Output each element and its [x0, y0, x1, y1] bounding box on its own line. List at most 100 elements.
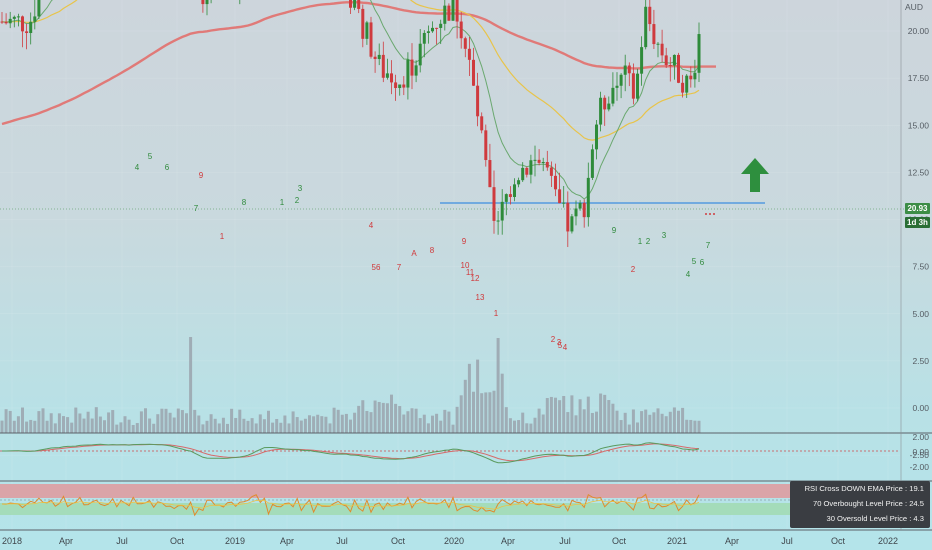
volume-bar [62, 416, 65, 433]
volume-bar [652, 412, 656, 433]
volume-bar [533, 417, 537, 433]
volume-bar [238, 409, 242, 433]
candle-up [607, 103, 611, 110]
candle-up [656, 43, 660, 45]
candle-down [467, 48, 471, 60]
rsi-ema-line [1, 499, 700, 510]
volume-bar [160, 408, 164, 433]
volume-bar [8, 410, 12, 433]
candle-up [636, 73, 639, 99]
volume-bar [209, 414, 213, 433]
td-sequential-buy-count: 7 [706, 241, 711, 250]
volume-bar [226, 423, 229, 433]
candle-up [365, 22, 369, 39]
volume-bar [111, 410, 115, 433]
volume-bar [480, 393, 484, 433]
volume-bar [615, 410, 619, 433]
candle-up [443, 5, 447, 24]
candle-up [529, 160, 533, 175]
rsi-pane[interactable] [0, 484, 900, 517]
volume-bar [668, 411, 672, 433]
td-sequential-buy-count: 8 [242, 198, 247, 207]
volume-bar [98, 416, 102, 433]
candle-down [410, 59, 414, 76]
candle-up [586, 177, 590, 218]
candle-up [615, 85, 619, 88]
volume-bar [595, 411, 598, 433]
td-sequential-buy-count: 1 [280, 198, 285, 207]
volume-bar [513, 420, 516, 433]
volume-bar [267, 410, 270, 433]
volume-bar [172, 417, 176, 433]
volume-bar [484, 392, 488, 433]
rsi-overbought-label: 70 Overbought Level Price : 24.5 [812, 499, 924, 508]
candle-down [558, 189, 562, 204]
volume-bar [320, 416, 324, 433]
volume-bar [582, 409, 586, 433]
volume-bar [599, 393, 603, 433]
candle-up [513, 184, 516, 198]
candle-up [385, 73, 389, 78]
candle-down [677, 54, 680, 83]
time-axis[interactable]: 2018 Apr Jul Oct 2019 Apr Jul Oct 2020 Apr Jul Oct 2… [2, 536, 898, 546]
candle-up [574, 208, 578, 217]
volume-bar [361, 400, 365, 433]
volume-bar [49, 413, 53, 433]
td-sequential-buy-count: 9 [612, 226, 617, 235]
volume-bar [578, 399, 582, 433]
macd-tick-label: 0.00 [912, 447, 929, 457]
candle-down [390, 73, 393, 83]
time-tick-label: Jul [336, 536, 348, 546]
td-sequential-buy-count: 7 [194, 204, 199, 213]
volume-bar [414, 408, 418, 433]
volume-bar [517, 420, 521, 433]
volume-bar [45, 420, 49, 433]
td-sequential-buy-count: 3 [662, 231, 667, 240]
volume-bar [377, 401, 381, 433]
volume-bar [459, 395, 463, 433]
time-tick-label: Oct [612, 536, 627, 546]
td-sequential-buy-count: 1 [638, 237, 643, 246]
candle-up [377, 54, 381, 60]
volume-bar [689, 419, 693, 433]
candle-up [590, 149, 594, 178]
volume-bar [221, 417, 225, 433]
volume-bar [168, 412, 172, 433]
volume-bar [541, 414, 545, 433]
volume-bar [435, 413, 439, 433]
volume-bar [213, 418, 217, 433]
macd-pane[interactable] [0, 442, 900, 464]
candle-up [398, 84, 402, 89]
volume-bar [308, 415, 311, 433]
volume-bar [271, 422, 275, 433]
rsi-cross-down-label: RSI Cross DOWN EMA Price : 19.1 [804, 484, 924, 493]
candle-down [681, 82, 685, 93]
td-sequential-buy-count: 5 [692, 257, 697, 266]
up-arrow-icon [741, 158, 769, 192]
candle-down [463, 38, 467, 49]
volume-bar [648, 414, 652, 433]
volume-bar [78, 413, 82, 433]
td-sequential-sell-count: 7 [397, 263, 402, 272]
td-sequential-buy-count: 4 [686, 270, 691, 279]
candle-down [525, 167, 529, 175]
volume-bar [41, 408, 45, 433]
td-sequential-sell-count: 13 [476, 293, 485, 302]
volume-bar [242, 418, 246, 433]
volume-bar [135, 423, 139, 433]
volume-bar [90, 418, 94, 433]
volume-bar [627, 424, 631, 433]
volume-bar [418, 418, 422, 433]
volume-bar [25, 421, 29, 433]
candle-up [16, 16, 20, 18]
volume-bar [521, 412, 525, 433]
td-sequential-sell-count: 1 [220, 232, 225, 241]
volume-bar [685, 419, 689, 433]
volume-bar [139, 411, 143, 433]
td-sequential-sell-count: A [411, 249, 417, 258]
price-axis[interactable]: 40.0037.5035.0032.5030.0027.5025.0022.50… [908, 0, 930, 460]
volume-bar [664, 416, 668, 433]
time-tick-label: Oct [831, 536, 846, 546]
candle-down [603, 97, 607, 110]
